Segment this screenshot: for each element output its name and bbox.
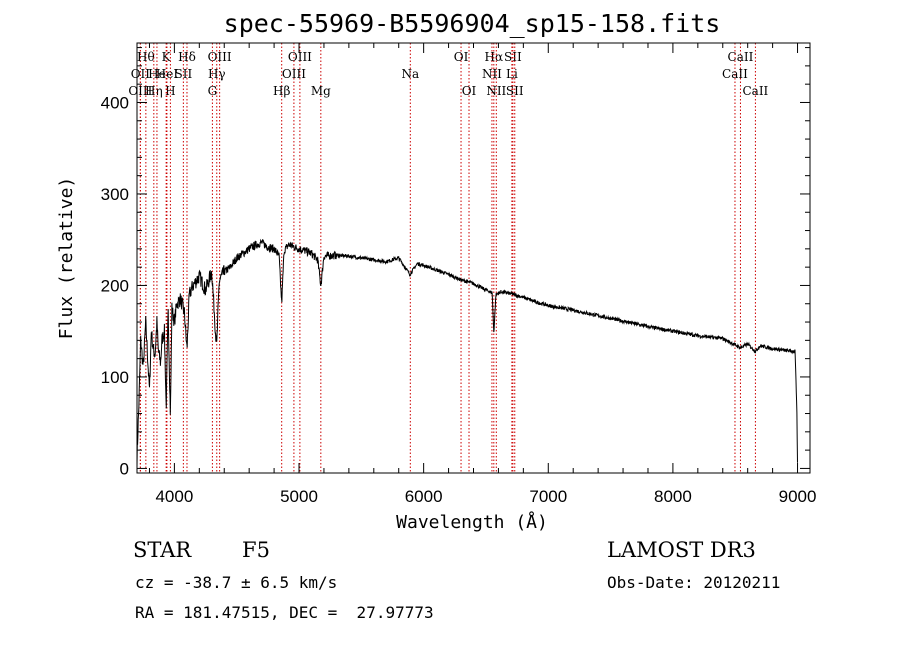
line-marker-label: OI xyxy=(462,84,477,98)
line-marker-label: Mg xyxy=(311,84,331,98)
y-tick-label: 200 xyxy=(101,276,129,295)
line-marker-label: Na xyxy=(401,67,419,81)
line-marker-label: OIII xyxy=(282,67,306,81)
y-tick-label: 0 xyxy=(120,459,129,478)
line-marker-label: OIII xyxy=(128,84,152,98)
x-tick-label: 6000 xyxy=(405,487,443,506)
line-marker-label: He xyxy=(148,67,166,81)
line-marker-label: CaII xyxy=(728,50,754,64)
y-tick-label: 100 xyxy=(101,368,129,387)
line-marker-label: CaII xyxy=(722,67,748,81)
coordinates: RA = 181.47515, DEC = 27.97773 xyxy=(135,603,434,622)
chart-title: spec-55969-B5596904_sp15-158.fits xyxy=(224,9,721,38)
x-tick-label: 4000 xyxy=(155,487,193,506)
line-marker-label: Hδ xyxy=(178,50,196,64)
line-marker-label: Hα xyxy=(485,50,504,64)
line-marker-label: OII xyxy=(131,67,151,81)
line-marker-label: OIII xyxy=(288,50,312,64)
line-marker-label: OI xyxy=(454,50,469,64)
x-axis-label: Wavelength (Å) xyxy=(396,511,548,533)
line-marker-label: HeI xyxy=(156,67,179,81)
redshift-velocity: cz = -38.7 ± 6.5 km/s xyxy=(135,573,338,592)
line-marker-label: Hβ xyxy=(273,84,290,98)
object-class: STAR xyxy=(133,538,192,562)
x-tick-label: 8000 xyxy=(654,487,692,506)
line-marker-label: Hθ xyxy=(137,50,155,64)
line-marker-label: NII xyxy=(482,67,502,81)
line-marker-label: Hγ xyxy=(208,67,226,81)
line-marker-label: OIII xyxy=(208,50,232,64)
x-tick-label: 7000 xyxy=(529,487,567,506)
line-marker-label: Hη xyxy=(145,84,163,98)
line-marker-label: SII xyxy=(175,67,193,81)
line-marker-label: Li xyxy=(506,67,518,81)
line-marker-label: NII xyxy=(486,84,506,98)
line-marker-label: G xyxy=(208,84,218,98)
object-subclass: F5 xyxy=(242,538,270,562)
x-tick-label: 5000 xyxy=(280,487,318,506)
y-axis-label: Flux (relative) xyxy=(56,177,77,340)
line-marker-label: CaII xyxy=(742,84,768,98)
x-tick-label: 9000 xyxy=(779,487,817,506)
line-marker-label: H xyxy=(165,84,175,98)
y-tick-label: 400 xyxy=(101,93,129,112)
y-tick-label: 300 xyxy=(101,185,129,204)
spectrum-line xyxy=(136,238,798,467)
line-marker-label: SII xyxy=(504,50,522,64)
observation-date: Obs-Date: 20120211 xyxy=(607,573,781,592)
survey-label: LAMOST DR3 xyxy=(607,538,756,562)
line-marker-label: SII xyxy=(506,84,524,98)
